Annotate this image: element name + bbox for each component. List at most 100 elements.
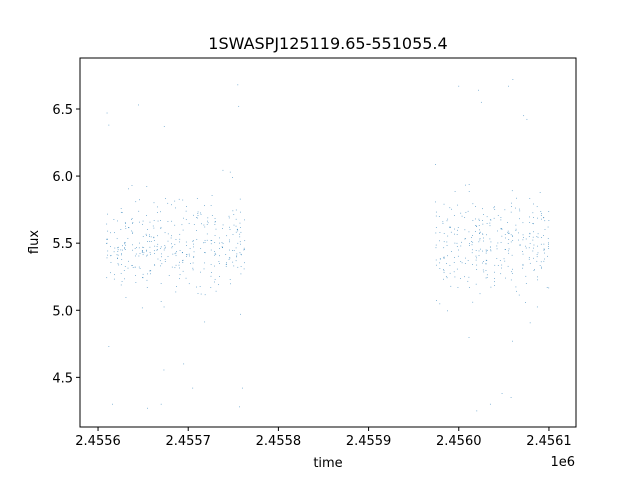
data-point <box>465 184 466 186</box>
data-point <box>516 197 517 199</box>
data-point-outlier <box>508 85 509 87</box>
data-point <box>193 257 195 258</box>
data-point <box>164 259 166 260</box>
data-point <box>518 294 520 296</box>
data-point <box>203 242 205 244</box>
data-point <box>500 228 502 230</box>
data-point <box>188 222 190 224</box>
data-point <box>197 213 199 214</box>
data-point <box>436 300 437 301</box>
data-point <box>536 260 538 262</box>
data-point <box>197 211 199 213</box>
data-point-outlier <box>241 387 243 389</box>
data-point <box>120 272 122 274</box>
data-point <box>493 207 495 209</box>
data-point <box>226 235 228 237</box>
x-tick-label: 2.4557 <box>165 434 211 449</box>
data-point <box>529 222 531 223</box>
data-point <box>167 202 169 204</box>
data-point <box>132 231 134 233</box>
data-point <box>501 228 502 229</box>
data-point <box>508 248 510 250</box>
data-point <box>186 206 187 207</box>
data-point <box>239 222 241 224</box>
data-point <box>468 337 470 338</box>
data-point <box>507 265 509 267</box>
data-point <box>157 258 159 260</box>
data-point <box>229 226 230 228</box>
data-point <box>494 281 495 283</box>
data-point <box>139 242 140 244</box>
data-point <box>536 236 538 237</box>
data-point <box>160 228 162 229</box>
data-point <box>534 269 535 271</box>
data-point <box>153 250 155 252</box>
data-point <box>239 236 241 238</box>
data-point <box>156 249 158 250</box>
data-point <box>207 220 208 222</box>
data-point <box>438 216 440 217</box>
data-point <box>489 222 491 224</box>
data-point <box>219 237 220 239</box>
data-point-outlier <box>512 79 514 80</box>
x-tick-label: 2.4561 <box>526 434 572 449</box>
data-point <box>221 246 223 248</box>
data-point <box>529 232 531 234</box>
data-point <box>447 218 449 220</box>
data-point <box>479 238 481 239</box>
data-point <box>240 273 242 275</box>
data-point <box>229 241 230 243</box>
data-point <box>154 264 155 266</box>
data-point <box>447 255 448 257</box>
data-point <box>210 240 212 241</box>
data-point <box>522 222 524 224</box>
data-point <box>454 276 456 278</box>
data-point <box>178 198 180 200</box>
data-point <box>519 218 520 220</box>
data-point <box>233 250 235 251</box>
data-point <box>179 250 181 251</box>
data-point <box>511 272 513 274</box>
data-point <box>442 221 444 223</box>
data-point <box>485 259 487 261</box>
data-point <box>483 261 484 262</box>
data-point <box>147 241 148 242</box>
data-point <box>192 241 194 242</box>
data-point <box>186 254 187 255</box>
data-point <box>483 271 485 273</box>
y-tick-label: 6.5 <box>52 103 73 118</box>
data-point <box>525 247 527 249</box>
data-point <box>142 254 144 256</box>
data-point <box>146 249 147 251</box>
data-point <box>232 177 233 178</box>
data-point <box>114 274 115 276</box>
data-point <box>236 253 238 255</box>
data-point <box>200 248 202 249</box>
data-point <box>537 252 539 254</box>
data-point <box>176 286 177 287</box>
data-point <box>132 249 134 251</box>
data-point <box>529 322 531 324</box>
data-point <box>179 267 180 269</box>
data-point <box>546 287 548 288</box>
data-point <box>479 239 481 241</box>
data-point <box>449 272 451 274</box>
data-point <box>467 260 469 261</box>
data-point <box>121 259 123 260</box>
data-point <box>453 271 455 273</box>
data-point <box>465 238 466 239</box>
data-point <box>160 256 162 258</box>
data-point <box>465 257 466 259</box>
data-point <box>435 227 437 228</box>
data-point <box>471 244 473 246</box>
data-point <box>475 231 476 232</box>
data-point <box>447 235 449 237</box>
data-point <box>149 234 150 236</box>
data-point <box>179 278 180 280</box>
data-point <box>496 245 498 247</box>
data-point <box>143 247 145 248</box>
data-point <box>479 248 481 250</box>
data-point <box>515 230 517 231</box>
x-tick-label: 2.4560 <box>436 434 482 449</box>
data-point <box>110 255 112 257</box>
